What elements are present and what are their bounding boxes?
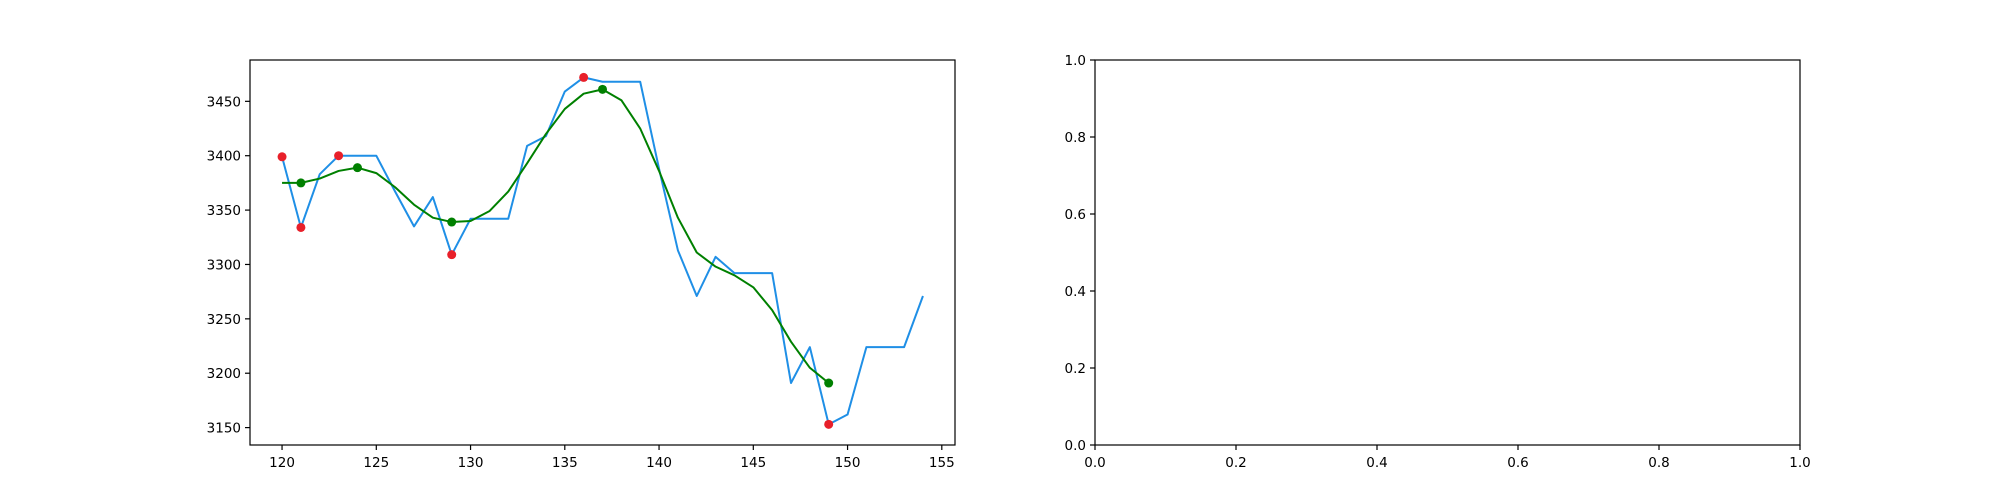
y-tick-label: 1.0 (1065, 53, 1086, 69)
x-tick-label: 145 (740, 455, 766, 471)
left-chart-frame (249, 59, 956, 446)
x-tick-label: 0.4 (1366, 455, 1387, 471)
y-tick-label: 3350 (207, 203, 241, 219)
x-tick-label: 0.8 (1648, 455, 1669, 471)
series-point-2-4 (579, 72, 589, 82)
y-tick-label: 3400 (207, 149, 241, 165)
y-tick-label: 3450 (207, 94, 241, 110)
series-point-3-0 (296, 178, 306, 188)
y-tick-label: 0.8 (1065, 130, 1086, 146)
y-tick-label: 0.6 (1065, 207, 1086, 223)
x-tick-label: 155 (929, 455, 955, 471)
y-tick-label: 3200 (207, 366, 241, 382)
series-point-2-0 (277, 152, 287, 162)
series-point-2-5 (824, 419, 834, 429)
series-point-3-3 (598, 84, 607, 94)
left-chart-plot-area (277, 72, 924, 429)
x-tick-label: 0.0 (1084, 455, 1105, 471)
y-tick-label: 3300 (207, 257, 241, 273)
series-point-3-4 (824, 378, 834, 388)
x-tick-label: 1.0 (1789, 455, 1810, 471)
series-line-1 (282, 88, 830, 384)
y-tick-label: 3150 (207, 421, 241, 437)
x-tick-label: 135 (552, 455, 578, 471)
series-point-2-3 (447, 250, 457, 260)
series-point-3-1 (352, 163, 362, 173)
y-tick-label: 0.0 (1065, 438, 1086, 454)
x-tick-label: 0.6 (1507, 455, 1528, 471)
right-chart-frame (1094, 59, 1801, 446)
x-tick-label: 140 (646, 455, 672, 471)
y-tick-label: 3250 (207, 312, 241, 328)
series-point-2-1 (296, 222, 306, 232)
right-chart: 0.0 0.2 0.4 0.6 0.8 1.0 0.0 0.2 0.4 0.6 0.8 1.0 (1065, 53, 1811, 471)
x-tick-label: 120 (269, 455, 295, 471)
x-tick-label: 125 (363, 455, 389, 471)
series-point-2-2 (334, 151, 344, 161)
left-chart: 120 125 130 135 140 145 150 155 3150 3200 3250 3300… (207, 59, 956, 471)
series-point-3-2 (447, 217, 457, 227)
x-tick-label: 130 (458, 455, 484, 471)
x-tick-label: 150 (835, 455, 861, 471)
y-tick-label: 0.2 (1065, 361, 1086, 377)
x-tick-label: 0.2 (1225, 455, 1246, 471)
y-tick-label: 0.4 (1065, 284, 1086, 300)
